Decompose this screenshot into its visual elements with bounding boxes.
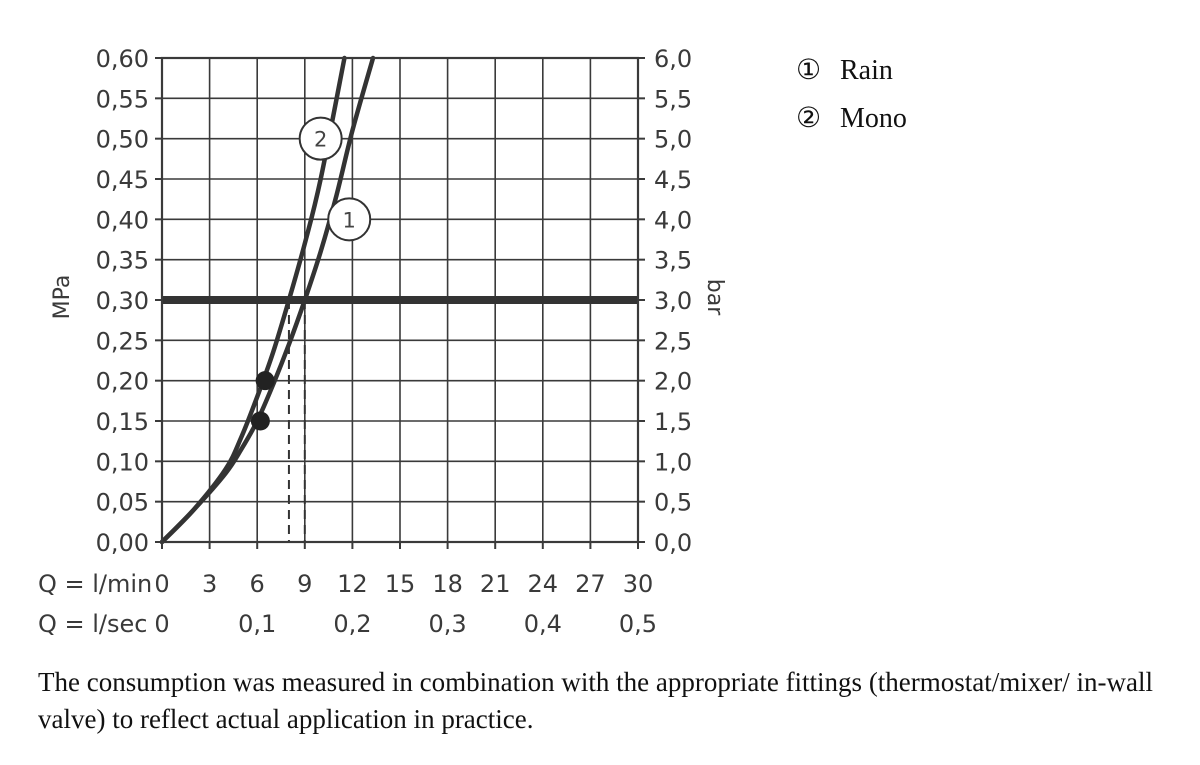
tick-labels: 0,000,050,100,150,200,250,300,350,400,45… [96, 45, 693, 638]
left-tick-label: 0,05 [96, 489, 149, 517]
x-tick-label: 12 [337, 570, 368, 598]
left-tick-label: 0,30 [96, 287, 149, 315]
right-tick-label: 1,5 [654, 408, 692, 436]
legend-label-rain: Rain [840, 55, 893, 86]
left-axis-title: MPa [50, 275, 75, 320]
right-tick-label: 4,5 [654, 166, 692, 194]
footnote: The consumption was measured in combinat… [38, 667, 1153, 734]
legend-label-mono: Mono [840, 103, 907, 134]
legend-item-mono: ② Mono [796, 103, 907, 134]
left-tick-label: 0,60 [96, 45, 149, 73]
right-tick-label: 2,5 [654, 327, 692, 355]
operating-point-rain [250, 411, 270, 431]
left-tick-label: 0,55 [96, 85, 149, 113]
left-tick-label: 0,40 [96, 206, 149, 234]
x-tick-label: 6 [250, 570, 265, 598]
pressure-flow-chart: 12 0,000,050,100,150,200,250,300,350,400… [38, 45, 907, 638]
left-tick-label: 0,50 [96, 126, 149, 154]
x-tick-label: 0,5 [619, 610, 657, 638]
right-tick-label: 1,0 [654, 448, 692, 476]
curve-marker-circle-1 [327, 197, 372, 242]
curve-mono [159, 55, 347, 545]
x-tick-label: 18 [432, 570, 463, 598]
legend: ① Rain ② Mono [796, 55, 907, 134]
right-axis-title: bar [702, 279, 727, 316]
x-tick-label: 0,2 [333, 610, 371, 638]
plot-frame [160, 56, 640, 544]
legend-marker-1: ① [796, 55, 821, 86]
x-tick-label: 0 [154, 570, 169, 598]
operating-points [250, 371, 275, 431]
left-tick-label: 0,15 [96, 408, 149, 436]
right-tick-label: 0,5 [654, 489, 692, 517]
x-tick-label: 27 [575, 570, 606, 598]
right-tick-label: 2,0 [654, 368, 692, 396]
left-tick-label: 0,10 [96, 448, 149, 476]
left-tick-label: 0,00 [96, 529, 149, 557]
right-tick-label: 5,0 [654, 126, 692, 154]
right-tick-label: 3,5 [654, 247, 692, 275]
x-row-label-lmin: Q = l/min [38, 570, 152, 598]
chart-axes [155, 56, 645, 549]
series-curves [159, 55, 376, 545]
right-tick-label: 0,0 [654, 529, 692, 557]
left-tick-label: 0,20 [96, 368, 149, 396]
x-tick-label: 30 [623, 570, 654, 598]
curve-marker-label-2: 2 [314, 128, 327, 152]
left-tick-label: 0,35 [96, 247, 149, 275]
operating-point-dropdown-lines [287, 300, 306, 542]
right-tick-label: 4,0 [654, 206, 692, 234]
x-tick-label: 24 [528, 570, 559, 598]
legend-item-rain: ① Rain [796, 55, 893, 86]
x-tick-label: 21 [480, 570, 511, 598]
curve-marker-label-1: 1 [343, 208, 356, 232]
curve-markers: 12 [298, 116, 372, 242]
legend-marker-2: ② [796, 103, 821, 134]
x-tick-label: 15 [385, 570, 416, 598]
x-tick-label: 9 [297, 570, 312, 598]
curve-marker-circle-2 [298, 116, 343, 161]
x-tick-label: 3 [202, 570, 217, 598]
x-tick-label: 0,1 [238, 610, 276, 638]
x-tick-label: 0,3 [429, 610, 467, 638]
right-tick-label: 3,0 [654, 287, 692, 315]
right-tick-label: 5,5 [654, 85, 692, 113]
x-tick-label: 0,4 [524, 610, 562, 638]
left-tick-label: 0,45 [96, 166, 149, 194]
operating-point-mono [255, 371, 275, 391]
left-tick-label: 0,25 [96, 327, 149, 355]
x-tick-label: 0 [154, 610, 169, 638]
right-tick-label: 6,0 [654, 45, 692, 73]
x-row-label-lsec: Q = l/sec [38, 610, 147, 638]
